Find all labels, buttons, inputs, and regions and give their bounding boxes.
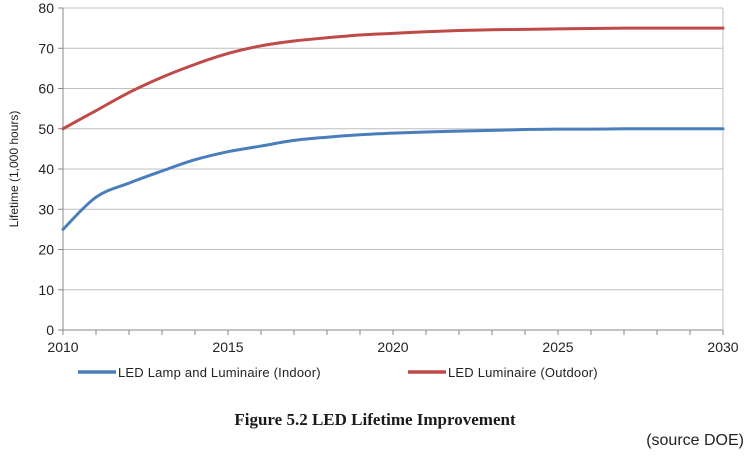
series-lines (61, 26, 725, 231)
y-tick-label: 50 (38, 121, 54, 137)
y-tick-label: 30 (38, 201, 54, 217)
y-tick-label: 60 (38, 81, 54, 97)
x-tick-label: 2010 (47, 339, 78, 355)
gridlines (63, 7, 723, 291)
axes (58, 7, 724, 335)
legend-label-1: LED Luminaire (Outdoor) (448, 365, 598, 380)
y-tick-label: 80 (38, 0, 54, 16)
x-tick-label: 2015 (212, 339, 243, 355)
y-axis-label: Lifetime (1,000 hours) (7, 111, 21, 228)
x-tick-labels: 2010 2015 2020 2025 2030 (47, 339, 738, 355)
y-tick-label: 40 (38, 161, 54, 177)
x-tick-label: 2020 (377, 339, 408, 355)
source-note: (source DOE) (646, 432, 744, 449)
figure-caption: Figure 5.2 LED Lifetime Improvement (234, 410, 516, 429)
x-tick-label: 2030 (707, 339, 738, 355)
legend: LED Lamp and Luminaire (Indoor) LED Lumin… (78, 365, 598, 380)
legend-label-0: LED Lamp and Luminaire (Indoor) (118, 365, 321, 380)
series-line-0 (61, 127, 725, 231)
y-tick-label: 70 (38, 40, 54, 56)
y-tick-label: 10 (38, 282, 54, 298)
series-line-1 (61, 26, 725, 131)
y-tick-labels: 0 10 20 30 40 50 60 70 80 (38, 0, 54, 338)
y-tick-label: 0 (46, 322, 54, 338)
x-tick-label: 2025 (542, 339, 573, 355)
y-tick-label: 20 (38, 242, 54, 258)
